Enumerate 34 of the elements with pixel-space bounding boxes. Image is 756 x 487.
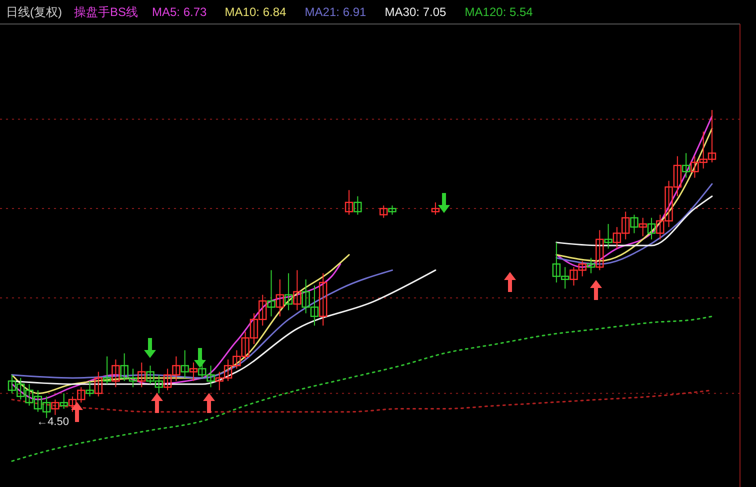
candlestick [431,202,440,216]
candlestick [60,392,68,410]
candlestick [682,152,690,178]
text: MA5: 6.73 [152,5,208,19]
candlestick [647,217,656,240]
candlestick [380,204,388,218]
candlestick [604,223,612,250]
candlestick [293,270,302,311]
candlestick [102,356,112,385]
candlestick [586,257,596,274]
candlestick [388,204,396,216]
candlestick [638,217,647,237]
candlestick [180,350,189,378]
candlestick [354,196,362,216]
chart-subtitle: 操盘手BS线 [74,5,138,19]
text: MA10: 6.84 [224,5,286,19]
candlestick [344,190,354,216]
candlestick [189,362,198,382]
annotation: ←4.50 [36,416,69,428]
candlestick [276,278,284,317]
candlestick [86,380,94,397]
candlestick [267,270,276,317]
text: MA120: 5.54 [464,5,534,19]
candlestick [138,362,146,388]
chart-title: 日线(复权) [6,5,62,19]
candlestick [51,399,60,416]
candlestick [94,371,103,397]
candlestick [319,272,328,326]
text: MA30: 7.05 [384,5,446,19]
text: MA21: 6.91 [304,5,366,19]
candlestick [630,214,638,234]
candlestick [596,230,604,271]
candlestick [112,358,120,388]
candlestick [284,272,293,311]
